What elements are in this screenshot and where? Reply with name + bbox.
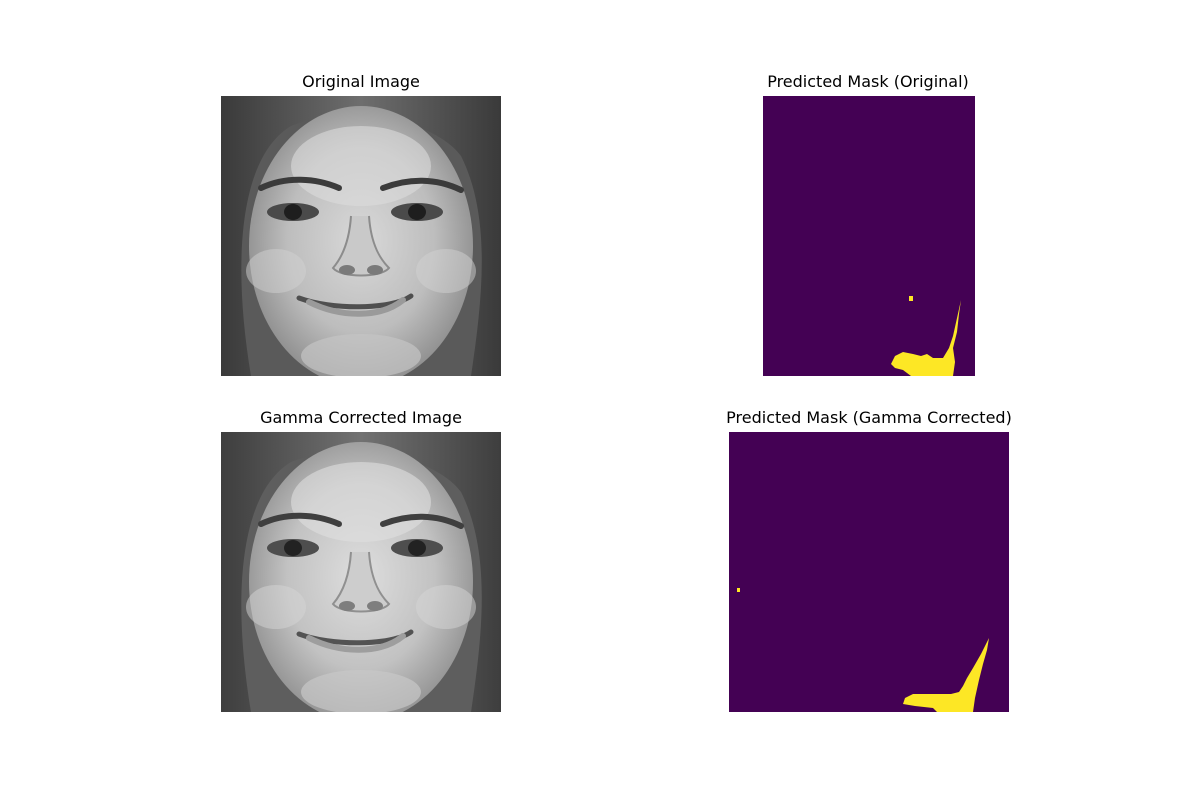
face-photo-original [221, 96, 501, 376]
mask-original-svg [763, 96, 975, 376]
original-face-image [221, 96, 501, 376]
gamma-corrected-face-image [221, 432, 501, 712]
face-photo-gamma [221, 432, 501, 712]
title-predicted-mask-gamma: Predicted Mask (Gamma Corrected) [726, 408, 1012, 427]
predicted-mask-gamma-corrected [729, 432, 1009, 712]
title-gamma-corrected-image: Gamma Corrected Image [260, 408, 462, 427]
title-original-image: Original Image [302, 72, 420, 91]
predicted-mask-original [763, 96, 975, 376]
mask-gamma-svg [729, 432, 1009, 712]
title-predicted-mask-original: Predicted Mask (Original) [767, 72, 969, 91]
